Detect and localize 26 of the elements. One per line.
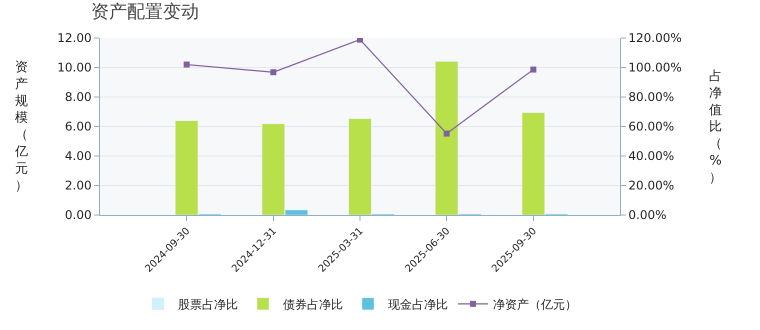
point bbox=[270, 69, 276, 76]
y2-axis-title: 占净值比（%） bbox=[709, 69, 722, 186]
y-tick-label: 10.00 bbox=[57, 60, 92, 75]
y2-tick-label: 40.00% bbox=[628, 149, 674, 164]
legend-label: 债券占净比 bbox=[283, 298, 343, 312]
point bbox=[184, 62, 190, 68]
legend-label: 现金占净比 bbox=[388, 298, 448, 312]
point bbox=[530, 66, 536, 73]
y-tick-label: 0.00 bbox=[64, 208, 92, 222]
legend-label: 净资产（亿元） bbox=[493, 298, 577, 312]
legend-label: 股票占净比 bbox=[178, 298, 238, 312]
y-tick-label: 12.00 bbox=[57, 31, 92, 46]
point bbox=[444, 130, 450, 137]
chart-title: 资产配置变动 bbox=[91, 2, 200, 23]
y-tick-label: 8.00 bbox=[64, 90, 92, 104]
y-tick-label: 6.00 bbox=[64, 120, 92, 134]
y-tick-label: 2.00 bbox=[64, 178, 92, 193]
y2-tick-label: 80.00% bbox=[628, 90, 674, 104]
y2-tick-label: 120.00% bbox=[628, 31, 682, 46]
y-tick-label: 4.00 bbox=[64, 149, 92, 164]
y2-tick-label: 100.00% bbox=[628, 60, 682, 75]
y-axis-title: 资产规模（亿元） bbox=[14, 60, 28, 194]
y2-tick-label: 20.00% bbox=[628, 178, 674, 193]
y2-tick-label: 60.00% bbox=[628, 120, 674, 134]
y2-tick-label: 0.00% bbox=[628, 208, 667, 222]
point bbox=[357, 38, 363, 43]
